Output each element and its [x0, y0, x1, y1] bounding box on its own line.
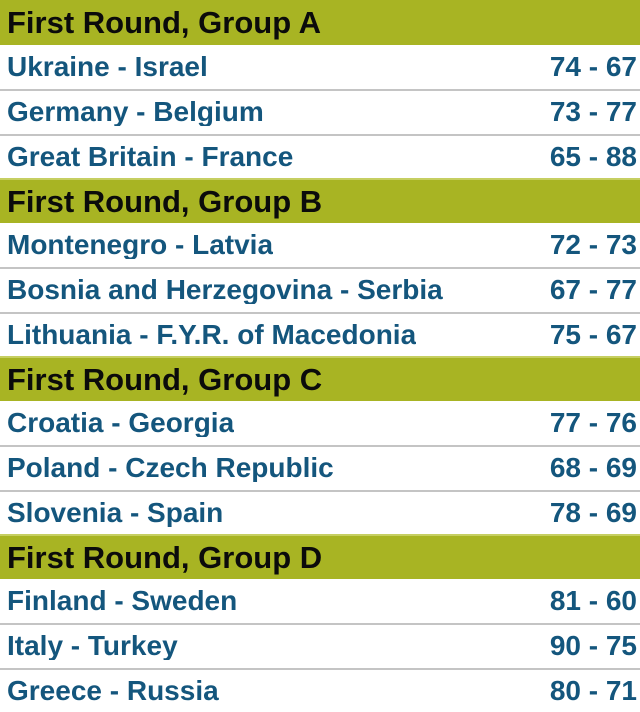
match-teams: Lithuania - F.Y.R. of Macedonia: [7, 320, 417, 349]
match-score: 65 - 88: [549, 140, 637, 172]
match-teams: Montenegro - Latvia: [7, 230, 274, 259]
group-header: First Round, Group C: [0, 356, 640, 401]
match-score: 90 - 75: [549, 630, 637, 662]
match-row: Bosnia and Herzegovina - Serbia 67 - 77: [0, 267, 640, 312]
group-section-a: First Round, Group A Ukraine - Israel 74…: [0, 0, 640, 178]
group-section-c: First Round, Group C Croatia - Georgia 7…: [0, 356, 640, 534]
match-row: Great Britain - France 65 - 88: [0, 133, 640, 178]
match-row: Slovenia - Spain 78 - 69: [0, 489, 640, 534]
group-section-b: First Round, Group B Montenegro - Latvia…: [0, 178, 640, 356]
group-header-label: First Round, Group A: [7, 4, 321, 40]
match-score: 78 - 69: [549, 496, 637, 528]
match-teams: Finland - Sweden: [7, 586, 238, 615]
match-row: Ukraine - Israel 74 - 67: [0, 44, 640, 89]
group-section-d: First Round, Group D Finland - Sweden 81…: [0, 534, 640, 712]
match-teams: Greece - Russia: [7, 676, 219, 705]
group-header: First Round, Group D: [0, 534, 640, 579]
match-score: 73 - 77: [549, 96, 637, 128]
match-score: 72 - 73: [549, 228, 637, 260]
match-score: 81 - 60: [549, 584, 637, 616]
match-score: 75 - 67: [549, 318, 637, 350]
match-score: 77 - 76: [549, 406, 637, 438]
match-row: Croatia - Georgia 77 - 76: [0, 400, 640, 445]
match-teams: Italy - Turkey: [7, 632, 178, 661]
match-score: 68 - 69: [549, 452, 637, 484]
group-header: First Round, Group B: [0, 178, 640, 223]
match-score: 74 - 67: [549, 50, 637, 82]
match-teams: Croatia - Georgia: [7, 408, 235, 437]
match-row: Italy - Turkey 90 - 75: [0, 623, 640, 668]
match-row: Poland - Czech Republic 68 - 69: [0, 445, 640, 490]
group-header-label: First Round, Group D: [7, 539, 323, 575]
match-score: 80 - 71: [549, 674, 637, 706]
match-row: Lithuania - F.Y.R. of Macedonia 75 - 67: [0, 311, 640, 356]
match-teams: Bosnia and Herzegovina - Serbia: [7, 276, 443, 305]
match-row: Greece - Russia 80 - 71: [0, 667, 640, 712]
match-row: Germany - Belgium 73 - 77: [0, 89, 640, 134]
match-row: Finland - Sweden 81 - 60: [0, 578, 640, 623]
group-header: First Round, Group A: [0, 0, 640, 45]
match-teams: Poland - Czech Republic: [7, 454, 334, 483]
match-score: 67 - 77: [549, 274, 637, 306]
match-teams: Germany - Belgium: [7, 98, 264, 127]
match-row: Montenegro - Latvia 72 - 73: [0, 222, 640, 267]
group-header-label: First Round, Group B: [7, 183, 323, 219]
match-teams: Ukraine - Israel: [7, 52, 208, 81]
group-header-label: First Round, Group C: [7, 361, 323, 397]
match-teams: Great Britain - France: [7, 142, 294, 171]
match-teams: Slovenia - Spain: [7, 498, 224, 527]
